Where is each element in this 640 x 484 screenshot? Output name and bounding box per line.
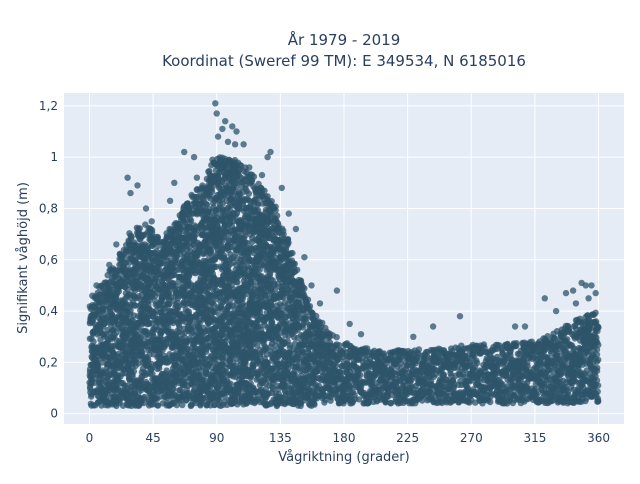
data-point xyxy=(209,189,215,195)
data-point xyxy=(289,250,295,256)
data-point xyxy=(137,225,143,231)
data-point xyxy=(305,297,311,303)
data-point xyxy=(156,365,162,371)
data-point xyxy=(272,204,278,210)
data-point xyxy=(246,191,252,197)
data-point xyxy=(261,188,267,194)
data-point xyxy=(285,240,291,246)
data-point xyxy=(281,231,287,237)
data-point xyxy=(251,174,257,180)
data-point xyxy=(292,261,298,267)
data-point xyxy=(148,367,154,373)
data-point xyxy=(294,267,300,273)
data-point xyxy=(303,316,309,322)
data-point xyxy=(129,233,135,239)
data-point xyxy=(194,252,200,258)
data-point xyxy=(274,213,280,219)
data-point xyxy=(275,220,281,226)
data-point xyxy=(235,206,241,212)
data-point xyxy=(234,279,240,285)
data-point xyxy=(149,227,155,233)
data-point xyxy=(301,285,307,291)
data-point xyxy=(131,368,137,374)
